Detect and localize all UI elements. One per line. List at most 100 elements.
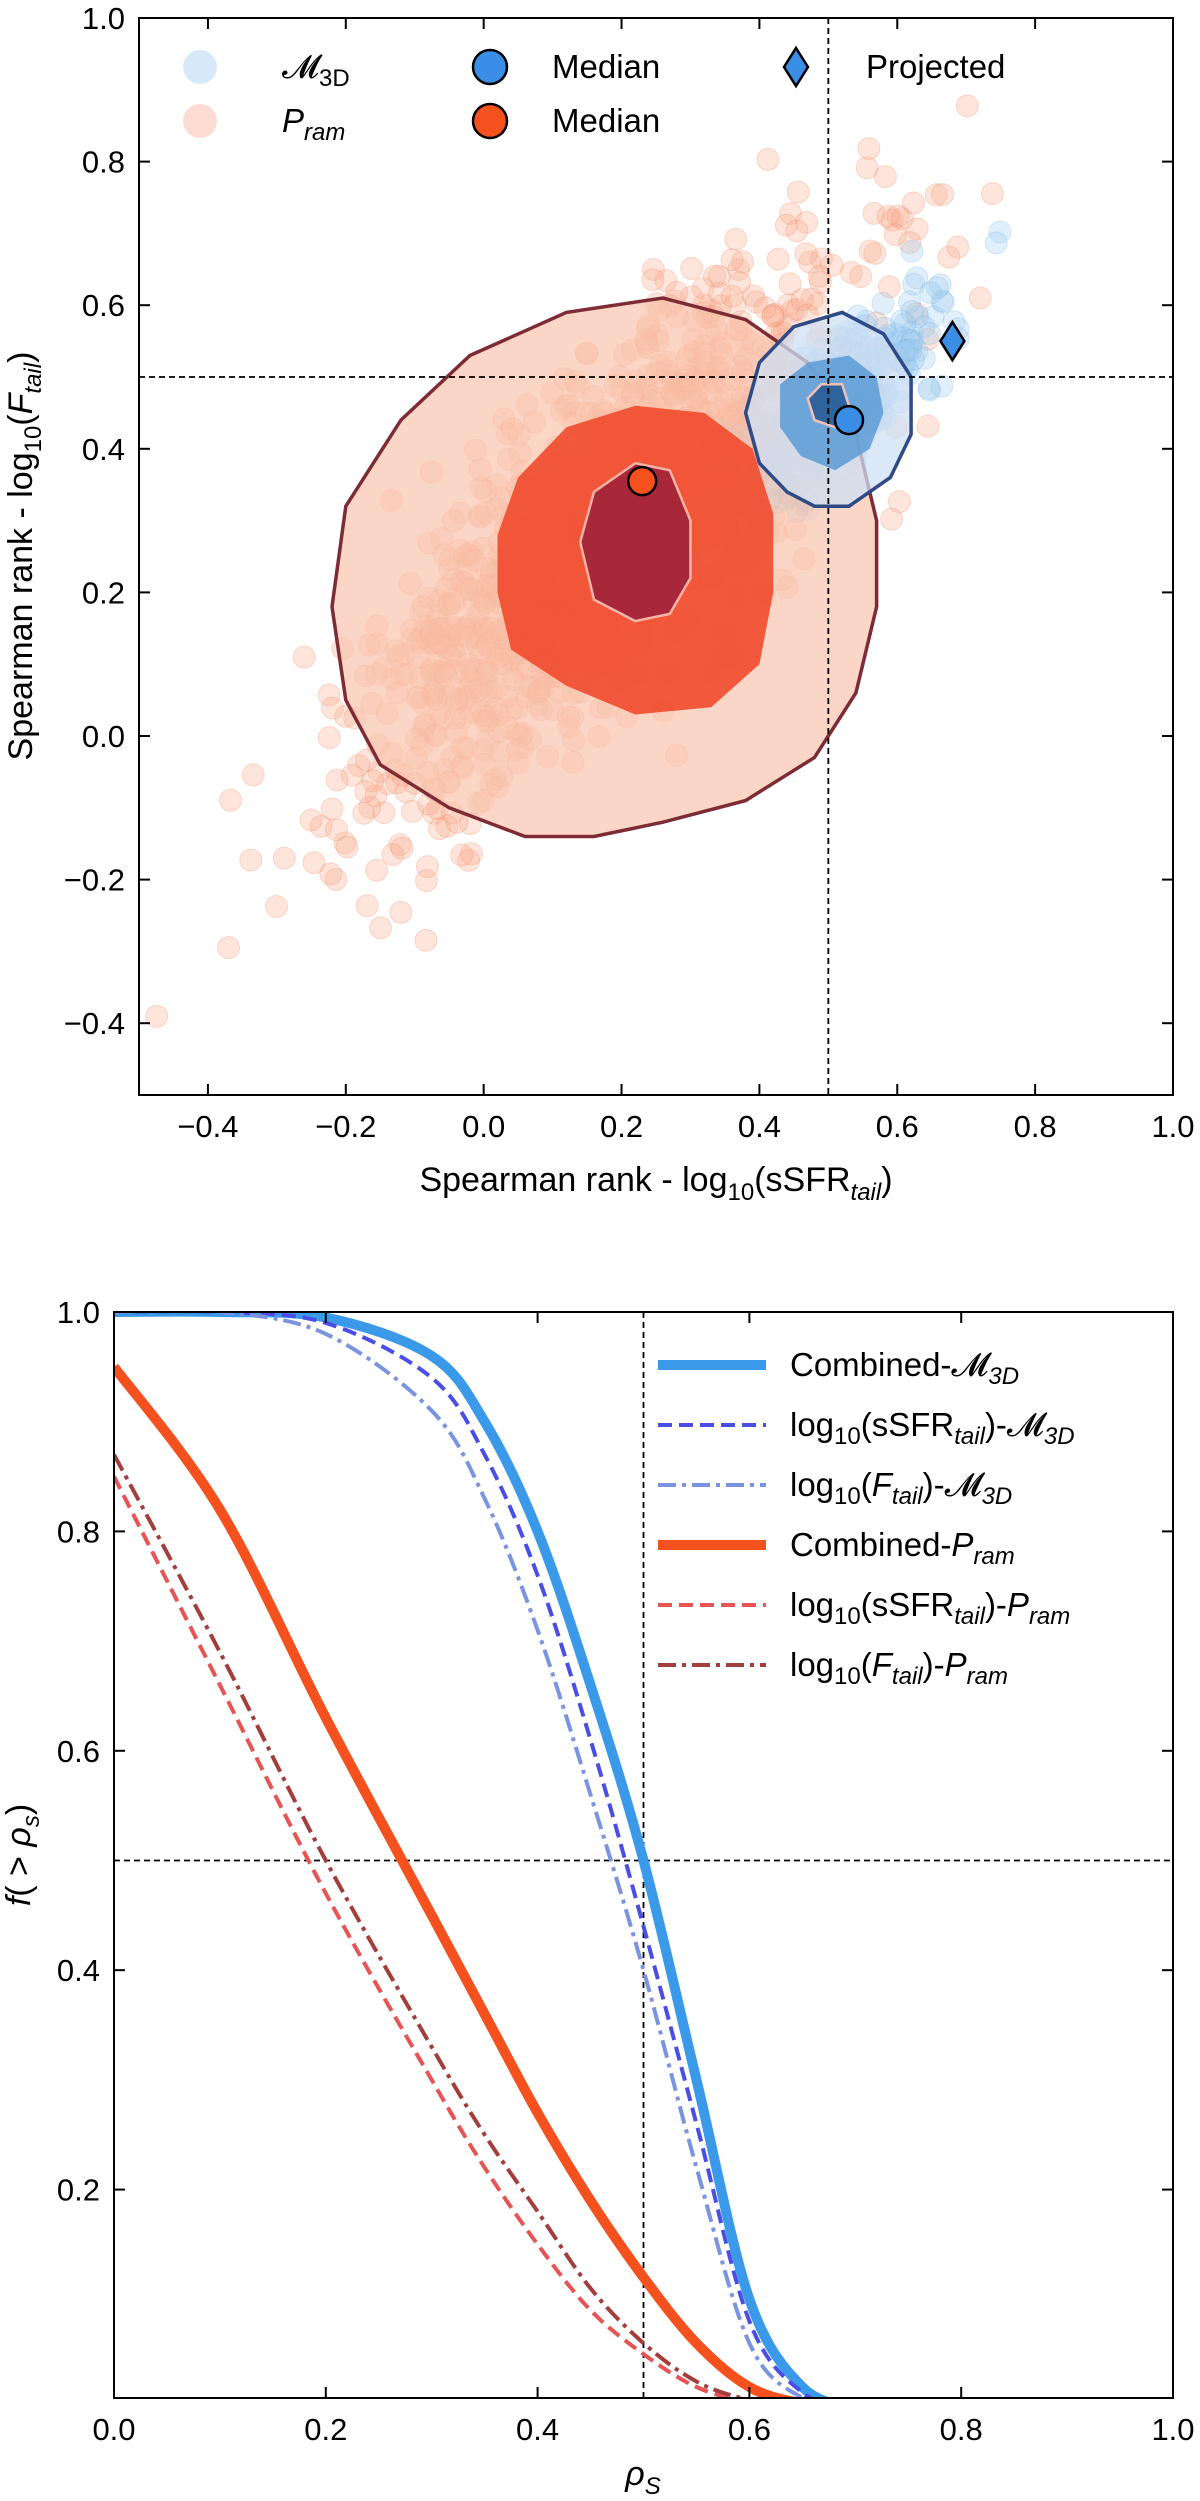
legend-projected-marker <box>782 45 810 89</box>
y-tick-label: 0.8 <box>82 145 125 180</box>
scatter-point-pram <box>381 842 405 866</box>
scatter-point-pram <box>968 286 992 310</box>
scatter-point-pram <box>354 779 378 803</box>
scatter-point-pram <box>946 235 970 259</box>
scatter-point-pram <box>218 788 242 812</box>
scatter-point-pram <box>272 846 296 870</box>
scatter-panel: −0.4 −0.2 0.0 0.2 0.4 0.6 0.8 1.0 −0.4 −0.2 0.0 0.2… <box>2 1 1195 1206</box>
scatter-point-pram <box>766 247 790 271</box>
scatter-point-pram <box>820 253 844 277</box>
scatter-point-pram <box>980 182 1004 206</box>
scatter-point-pram <box>839 261 863 285</box>
scatter-point-pram <box>340 763 364 787</box>
scatter-point-pram <box>324 868 348 892</box>
contour-pram-inner <box>578 461 692 623</box>
scatter-point-pram <box>756 147 780 171</box>
scatter-point-m3d <box>890 309 914 333</box>
scatter-point-pram <box>325 768 349 792</box>
scatter-point-pram <box>724 227 748 251</box>
scatter-point-pram <box>299 808 323 832</box>
scatter-point-pram <box>781 299 805 323</box>
scatter-point-pram <box>355 894 379 918</box>
x-tick-label: −0.4 <box>177 1109 238 1144</box>
scatter-point-pram <box>347 753 371 777</box>
scatter-point-pram <box>239 848 263 872</box>
cdf-x-tick-label: 0.8 <box>940 2412 983 2447</box>
legend-pram-label: Pram <box>282 102 345 146</box>
scatter-point-pram <box>292 645 316 669</box>
density-contours <box>330 296 913 839</box>
cdf-y-tick-label: 0.2 <box>57 2173 100 2208</box>
scatter-point-pram <box>916 327 940 351</box>
median-markers <box>626 319 966 497</box>
cdf-panel: 0.0 0.2 0.4 0.6 0.8 1.0 0.2 0.4 0.6 0.8 1.0 Combin… <box>0 1295 1195 2500</box>
scatter-point-pram <box>720 284 744 308</box>
median-m3d-marker <box>833 404 865 436</box>
scatter-point-m3d <box>906 305 930 329</box>
scatter-point-m3d <box>930 289 954 313</box>
scatter-point-pram <box>241 763 265 787</box>
scatter-point-pram <box>372 801 396 825</box>
cdf-x-axis-label: ρS <box>624 2455 661 2500</box>
scatter-point-m3d <box>919 281 943 305</box>
scatter-point-pram <box>680 256 704 280</box>
scatter-point-pram <box>902 191 926 215</box>
scatter-point-pram <box>365 858 389 882</box>
legend-ftail-pram-label: log10(Ftail)-Pram <box>790 1646 1008 1690</box>
scatter-point-m3d <box>899 338 923 362</box>
scatter-point-pram <box>887 490 911 514</box>
scatter-point-pram <box>937 245 961 269</box>
scatter-point-pram <box>376 772 400 796</box>
scatter-point-pram <box>794 242 818 266</box>
scatter-point-pram <box>358 795 382 819</box>
scatter-point-pram <box>145 1004 169 1028</box>
scatter-point-pram <box>368 916 392 940</box>
scatter-point-pram <box>641 257 665 281</box>
scatter-point-pram <box>389 900 413 924</box>
scatter-point-pram <box>880 208 904 232</box>
scatter-point-m3d <box>900 239 924 263</box>
scatter-point-pram <box>761 304 785 328</box>
scatter-point-pram <box>761 303 785 327</box>
scatter-x-axis-label: Spearman rank - log10(sSFRtail) <box>419 1161 892 1206</box>
scatter-ticks: −0.4 −0.2 0.0 0.2 0.4 0.6 0.8 1.0 −0.4 −0.2 0.0 0.2… <box>64 1 1195 1144</box>
scatter-point-pram <box>265 895 289 919</box>
scatter-point-pram <box>435 814 459 838</box>
x-tick-label: 0.8 <box>1014 1109 1057 1144</box>
scatter-point-m3d <box>897 290 921 314</box>
scatter-point-m3d <box>871 291 895 315</box>
y-tick-label: 1.0 <box>82 1 125 36</box>
scatter-point-pram <box>776 293 800 317</box>
legend-combined-m3d-label: Combined-𝓜3D <box>790 1346 1019 1390</box>
cdf-x-tick-label: 0.6 <box>728 2412 771 2447</box>
scatter-point-pram <box>731 250 755 274</box>
scatter-legend: 𝓜3D Pram Median Median Projected <box>183 45 1005 146</box>
scatter-point-pram <box>955 94 979 118</box>
scatter-point-pram <box>810 247 834 271</box>
scatter-point-pram <box>931 182 955 206</box>
y-tick-label: −0.4 <box>64 1006 125 1041</box>
legend-ssfr-m3d-label: log10(sSFRtail)-𝓜3D <box>790 1406 1075 1450</box>
cdf-y-tick-label: 0.6 <box>57 1734 100 1769</box>
scatter-point-pram <box>364 784 388 808</box>
scatter-point-m3d <box>891 326 915 350</box>
scatter-point-pram <box>728 271 752 295</box>
scatter-point-m3d <box>930 374 954 398</box>
legend-ftail-m3d-label: log10(Ftail)-𝓜3D <box>790 1466 1012 1510</box>
legend-m3d-label: 𝓜3D <box>282 48 350 92</box>
scatter-point-pram <box>778 272 802 296</box>
scatter-point-pram <box>390 836 414 860</box>
scatter-point-m3d <box>902 272 926 296</box>
scatter-point-pram <box>691 276 715 300</box>
scatter-point-m3d <box>897 328 921 352</box>
scatter-point-m3d <box>905 266 929 290</box>
scatter-point-pram <box>317 683 341 707</box>
cdf-y-tick-label: 0.8 <box>57 1514 100 1549</box>
scatter-point-m3d <box>905 339 929 363</box>
legend-projected-label: Projected <box>866 48 1005 85</box>
legend-pram-marker <box>183 104 217 138</box>
scatter-point-pram <box>849 265 873 289</box>
cdf-x-tick-label: 0.4 <box>516 2412 559 2447</box>
cdf-x-tick-label: 1.0 <box>1151 2412 1194 2447</box>
